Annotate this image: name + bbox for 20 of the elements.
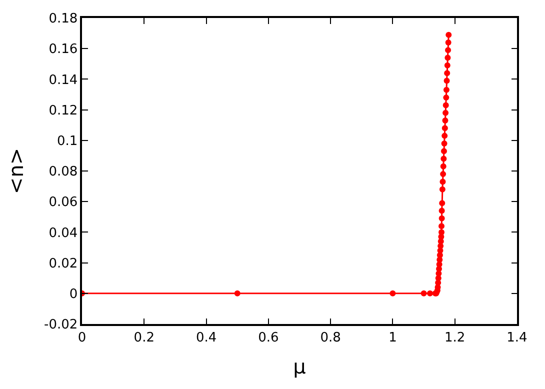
y-tick-label: 0.02 [48, 256, 78, 272]
x-tick-label: 1.2 [444, 330, 466, 346]
y-tick-label: 0.16 [48, 42, 78, 58]
x-axis-title: μ [293, 354, 306, 378]
x-tick-label: 0.8 [320, 330, 341, 346]
y-tick-label: -0.02 [44, 318, 78, 333]
y-tick-label: 0.14 [48, 72, 78, 88]
x-tick-label: 1.4 [506, 330, 528, 346]
y-axis-title: <n> [4, 148, 28, 194]
x-tick-label: 0.2 [134, 330, 154, 346]
y-tick-label: 0.04 [48, 226, 78, 241]
y-tick-label: 0.12 [48, 103, 78, 118]
y-tick-label: 0.08 [48, 164, 78, 180]
x-tick-label: 0.4 [196, 330, 217, 346]
x-tick-label: 0.6 [258, 330, 279, 346]
y-tick-label: 0 [69, 286, 78, 302]
y-tick-label: 0.18 [48, 12, 78, 27]
x-tick-label: 1 [388, 330, 397, 346]
y-tick-label: 0.06 [48, 195, 78, 210]
y-tick-label: 0.1 [56, 134, 78, 149]
